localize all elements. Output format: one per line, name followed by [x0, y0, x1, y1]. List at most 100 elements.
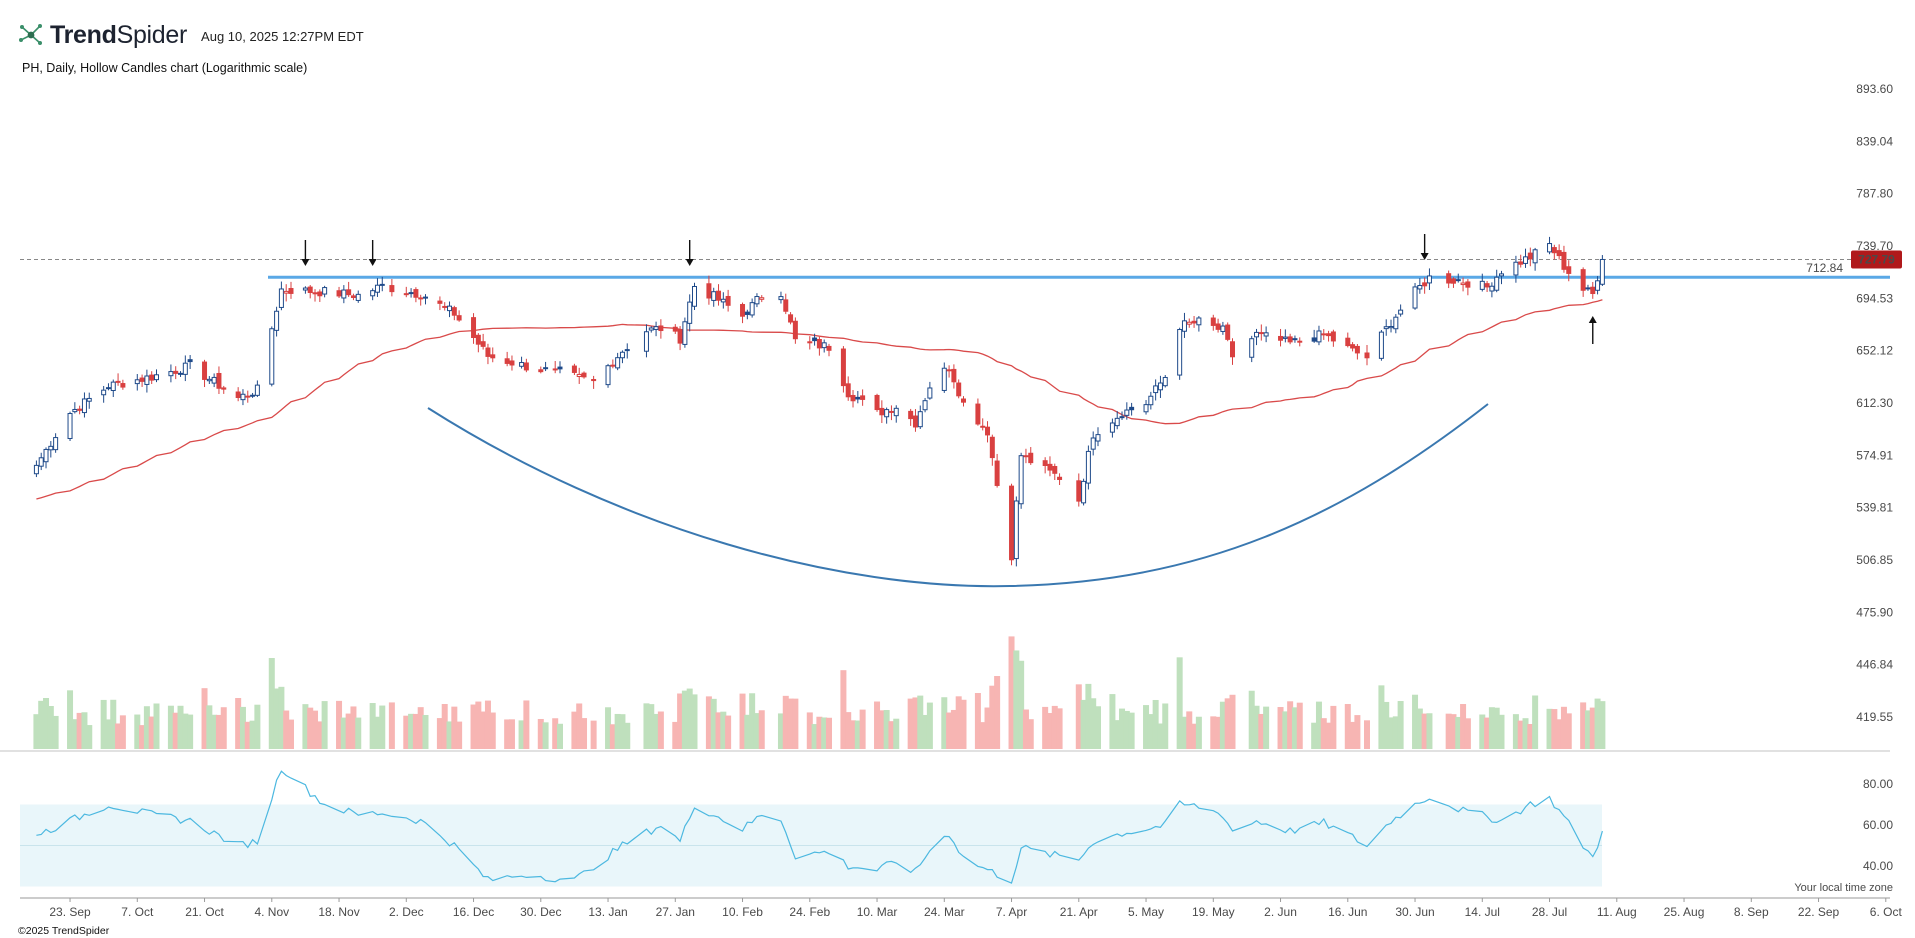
volume-bar: [355, 717, 362, 749]
volume-bar: [705, 696, 712, 749]
candle-body: [706, 283, 712, 299]
y-tick-label: 694.53: [1856, 291, 1893, 305]
candle-body: [1109, 422, 1115, 433]
header: TrendSpider Aug 10, 2025 12:27PM EDT: [18, 18, 364, 52]
volume-bar: [1349, 721, 1356, 749]
candle-body: [1215, 323, 1221, 330]
candle-body: [202, 361, 208, 380]
candle-body: [1426, 275, 1432, 284]
candle-body: [624, 349, 630, 352]
volume-bar: [989, 685, 996, 749]
candle-body: [908, 410, 914, 420]
candle-body: [1153, 385, 1159, 394]
volume-bar: [1344, 704, 1351, 749]
candle-body: [1220, 325, 1226, 332]
volume-bar: [489, 712, 496, 749]
volume-bar: [81, 712, 88, 749]
volume-bar: [1412, 694, 1419, 749]
volume-bar: [1580, 702, 1587, 749]
volume-bar: [691, 694, 698, 749]
volume-bar: [412, 713, 419, 749]
volume-bar: [456, 721, 463, 749]
trendspider-logo-icon: [19, 24, 42, 45]
candle-body: [821, 342, 827, 349]
volume-bar: [1162, 703, 1169, 749]
volume-bar: [1143, 705, 1150, 749]
candle-body: [1494, 276, 1500, 291]
volume-bar: [1258, 713, 1265, 749]
candle-body: [1532, 249, 1538, 264]
volume-bar: [268, 658, 275, 749]
candle-body: [1499, 273, 1504, 277]
candle-body: [581, 372, 587, 378]
y-tick-label: 506.85: [1856, 553, 1893, 567]
candle-body: [1124, 409, 1130, 416]
candle-body: [1378, 331, 1384, 359]
candle-body: [711, 291, 717, 301]
candle-body: [379, 283, 385, 286]
volume-bar: [1460, 704, 1467, 749]
volume-bar: [1027, 719, 1034, 749]
candle-body: [1210, 317, 1216, 326]
candle-body: [653, 326, 659, 330]
volume-bar: [917, 695, 924, 749]
candle-body: [134, 379, 140, 385]
volume-bar: [821, 717, 828, 749]
down-arrow-head-icon: [1420, 253, 1429, 260]
candle-body: [1345, 337, 1351, 347]
volume-bar: [979, 722, 986, 749]
volume-bar: [672, 721, 679, 749]
candle-body: [1455, 279, 1461, 282]
volume-bar: [1416, 708, 1423, 749]
volume-bar: [182, 713, 189, 749]
candle-body: [740, 304, 746, 317]
candle-body: [1595, 280, 1601, 291]
candle-body: [53, 437, 59, 451]
volume-bar: [1445, 713, 1452, 749]
volume-bar: [119, 715, 126, 749]
volume-bar: [1584, 710, 1591, 749]
candle-body: [961, 398, 966, 403]
candle-body: [1129, 406, 1135, 411]
candle-body: [475, 334, 481, 345]
volume-bar: [941, 697, 948, 749]
volume-bar: [201, 688, 208, 749]
volume-bar: [619, 714, 626, 749]
candle-body: [1450, 278, 1456, 284]
volume-bar: [484, 700, 491, 749]
volume-bar: [1191, 723, 1198, 749]
candle-body: [216, 372, 222, 389]
volume-bar: [1263, 706, 1270, 749]
candle-body: [1465, 281, 1471, 288]
volume-bar: [643, 703, 650, 749]
x-tick-label: 23. Sep: [49, 905, 91, 919]
x-tick-label: 25. Aug: [1664, 905, 1705, 919]
volume-bar: [1560, 706, 1567, 749]
volume-bar: [710, 698, 717, 749]
volume-bar: [1224, 698, 1231, 749]
candle-body: [336, 290, 342, 297]
volume-bar: [369, 703, 376, 749]
volume-bar: [557, 723, 563, 749]
volume-bar: [1383, 701, 1390, 749]
volume-bar: [859, 709, 866, 749]
volume-bar: [657, 711, 664, 749]
volume-bar: [1282, 711, 1289, 749]
chart-timestamp: Aug 10, 2025 12:27PM EDT: [201, 28, 364, 44]
candle-body: [509, 360, 515, 366]
candle-body: [557, 366, 563, 370]
candle-body: [1446, 273, 1452, 284]
candle-body: [677, 329, 683, 344]
volume-bar: [590, 720, 597, 749]
volume-bar: [1215, 716, 1222, 749]
volume-bar: [614, 713, 621, 749]
y-tick-label: 419.55: [1856, 710, 1893, 724]
candle-body: [1585, 287, 1591, 290]
volume-bar: [883, 710, 890, 749]
volume-bar: [888, 721, 895, 749]
volume-bar: [302, 704, 309, 749]
candle-body: [1230, 341, 1235, 358]
volume-bar: [105, 719, 112, 749]
volume-bar: [552, 718, 559, 749]
